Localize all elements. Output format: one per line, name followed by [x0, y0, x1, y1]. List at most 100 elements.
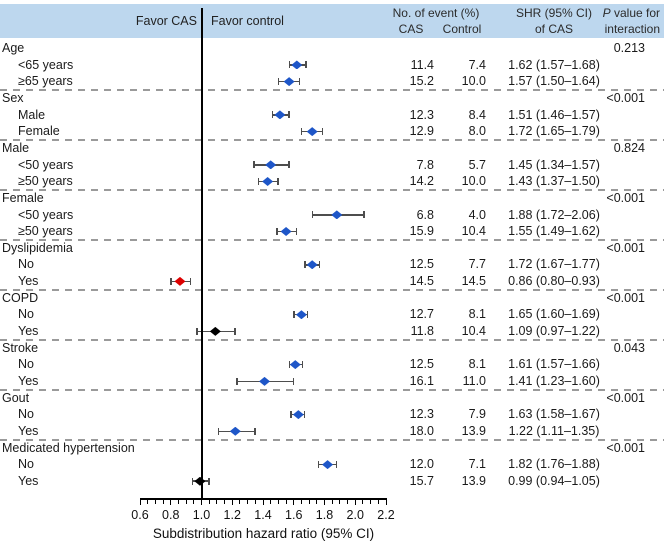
axis-tick — [216, 499, 218, 504]
axis-tick — [308, 499, 310, 504]
control-value: 7.4 — [468, 57, 486, 72]
shr-ci-value: 0.99 (0.94–1.05) — [508, 473, 600, 488]
axis-tick — [354, 499, 356, 505]
point-estimate-diamond-icon — [174, 276, 186, 286]
cas-value: 12.0 — [409, 457, 434, 472]
point-estimate-diamond-icon — [265, 160, 277, 170]
events-column-header: No. of event (%) — [392, 6, 480, 20]
group-label: Male — [2, 140, 30, 155]
axis-tick — [239, 499, 241, 504]
cas-value: 18.0 — [409, 423, 434, 438]
point-estimate-diamond-icon — [280, 226, 292, 236]
cas-column-header: CAS — [398, 22, 424, 36]
ci-cap-right — [295, 227, 298, 235]
control-value: 13.9 — [461, 473, 486, 488]
shr-ci-value: 1.62 (1.57–1.68) — [508, 57, 600, 72]
row-label: <50 years — [18, 157, 74, 172]
row-label: <65 years — [18, 57, 74, 72]
axis-tick — [262, 499, 264, 505]
shr-ci-value: 1.65 (1.60–1.69) — [508, 307, 600, 322]
control-value: 10.4 — [461, 324, 486, 339]
axis-tick — [224, 499, 226, 504]
control-value: 4.0 — [468, 207, 486, 222]
axis-tick-label: 0.6 — [131, 508, 149, 522]
row-label: No — [18, 357, 34, 372]
row-label: Yes — [18, 374, 39, 388]
axis-tick-label: 1.6 — [285, 508, 303, 522]
control-value: 8.1 — [468, 357, 486, 372]
group-label: Stroke — [2, 340, 39, 355]
ci-cap-left — [276, 227, 278, 235]
ci-cap-left — [300, 128, 303, 136]
axis-tick — [385, 499, 387, 505]
axis-tick — [339, 499, 341, 504]
shr-column-header-line2: of CAS — [534, 22, 573, 36]
row-label: ≥50 years — [18, 224, 73, 239]
control-value: 8.0 — [468, 124, 486, 139]
group-label: Gout — [2, 390, 30, 405]
point-estimate-diamond-icon — [194, 476, 206, 486]
group-separator — [0, 188, 664, 191]
control-value: 11.0 — [462, 374, 486, 388]
row-label: Yes — [18, 473, 39, 488]
axis-tick-label: 1.0 — [192, 508, 211, 522]
axis-tick — [293, 499, 295, 505]
cas-value: 12.5 — [409, 257, 434, 272]
row-label: No — [18, 307, 34, 322]
row-label: No — [18, 257, 34, 272]
p-value: 0.043 — [613, 340, 645, 355]
group-label: Female — [2, 190, 44, 205]
p-value: <0.001 — [606, 90, 645, 105]
ci-cap-right — [303, 411, 305, 419]
control-value: 7.1 — [468, 457, 486, 472]
point-estimate-diamond-icon — [209, 326, 221, 336]
ci-cap-right — [277, 178, 279, 186]
axis-tick — [300, 499, 302, 504]
axis-tick — [331, 499, 333, 504]
group-separator — [0, 338, 664, 341]
axis-tick — [270, 499, 272, 504]
shr-ci-value: 1.43 (1.37–1.50) — [508, 174, 600, 189]
shr-ci-value: 1.22 (1.11–1.35) — [508, 423, 600, 438]
p-value: <0.001 — [606, 390, 645, 405]
ci-cap-right — [363, 211, 365, 219]
group-separator — [0, 88, 664, 91]
cas-value: 16.1 — [409, 374, 434, 388]
axis-tick-label: 1.2 — [223, 508, 241, 522]
cas-value: 7.8 — [416, 157, 434, 172]
group-label: Age — [2, 41, 25, 55]
shr-ci-value: 1.82 (1.76–1.88) — [508, 457, 600, 472]
shr-column-header-line1: SHR (95% CI) — [515, 6, 592, 20]
cas-value: 15.7 — [409, 473, 434, 488]
ci-cap-left — [191, 477, 194, 485]
ci-cap-left — [217, 427, 220, 435]
ci-cap-left — [288, 361, 291, 369]
cas-value: 12.9 — [409, 124, 434, 139]
row-label: Yes — [18, 324, 39, 339]
ci-cap-left — [170, 277, 172, 285]
ci-cap-right — [335, 461, 338, 469]
axis-tick — [170, 499, 172, 505]
group-label: Sex — [2, 90, 24, 105]
cas-value: 12.5 — [409, 357, 434, 372]
axis-tick — [154, 499, 156, 504]
axis-tick — [316, 499, 318, 504]
row-label: <50 years — [18, 207, 74, 222]
axis-tick — [147, 499, 149, 504]
ci-cap-right — [298, 78, 301, 86]
ci-cap-right — [305, 61, 307, 69]
ci-cap-left — [290, 411, 292, 419]
axis-tick — [139, 499, 141, 505]
shr-ci-value: 1.51 (1.46–1.57) — [508, 107, 600, 122]
group-label: Medicated hypertension — [2, 440, 135, 455]
axis-tick — [347, 499, 349, 504]
axis-tick — [162, 499, 164, 504]
row-label: Yes — [18, 423, 39, 438]
favor-control-label: Favor control — [211, 14, 284, 28]
axis-tick — [231, 499, 233, 505]
group-separator — [0, 388, 664, 391]
control-value: 7.7 — [468, 257, 486, 272]
point-estimate-diamond-icon — [331, 210, 343, 220]
p-value: <0.001 — [606, 440, 645, 455]
